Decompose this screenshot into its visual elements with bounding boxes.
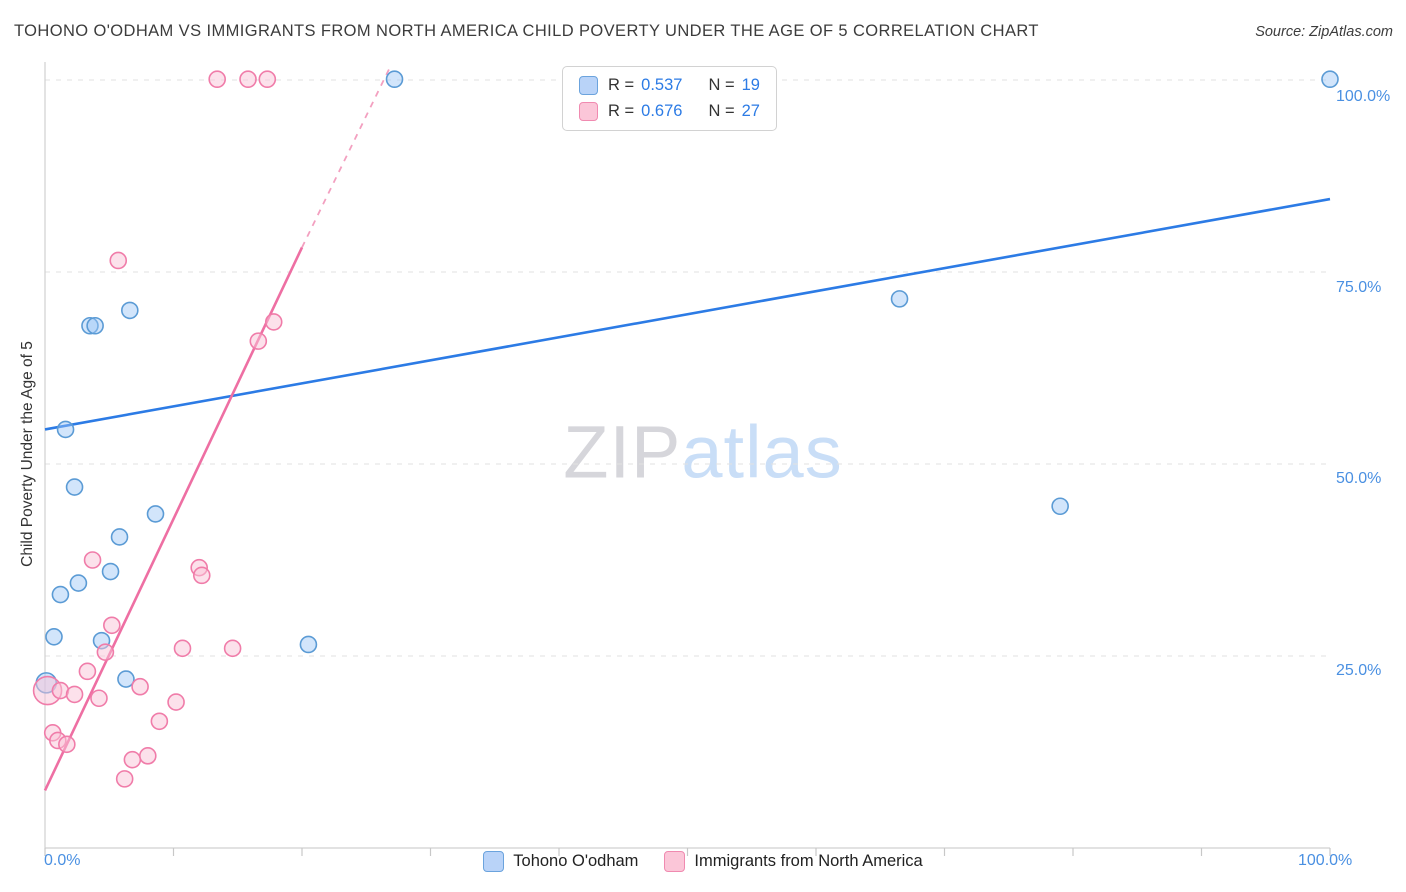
data-point-immigrants[interactable] [139,747,157,765]
y-tick-100: 100.0% [1336,88,1391,105]
data-point-immigrants[interactable] [131,677,149,696]
n-label-tohono: N = [708,76,735,94]
data-point-immigrants[interactable] [239,70,257,89]
legend-row-immigrants: R = 0.676 N = 27 [579,102,760,121]
y-tick-75: 75.0% [1336,279,1382,296]
data-point-immigrants[interactable] [150,712,169,731]
zipatlas-watermark: ZIPatlas [563,410,842,495]
legend-item-tohono: Tohono O'odham [483,851,638,872]
data-point-tohono[interactable] [890,290,909,308]
chart-title: TOHONO O'ODHAM VS IMMIGRANTS FROM NORTH … [14,22,1039,40]
data-point-immigrants[interactable] [103,616,121,635]
data-point-tohono[interactable] [121,301,139,320]
data-point-immigrants[interactable] [249,332,268,350]
data-point-immigrants[interactable] [109,251,128,270]
data-point-immigrants[interactable] [78,662,97,681]
r-label-immigrants: R = [608,102,635,120]
data-point-immigrants[interactable] [258,70,277,89]
series-label-immigrants: Immigrants from North America [694,852,923,870]
data-point-immigrants[interactable] [264,313,283,331]
data-point-tohono[interactable] [81,316,99,335]
data-point-tohono[interactable] [45,627,63,646]
data-point-tohono[interactable] [1321,70,1339,89]
legend-row-tohono: R = 0.537 N = 19 [579,76,760,95]
data-point-tohono[interactable] [65,478,84,496]
series-swatch-blue [483,851,505,872]
data-point-tohono[interactable] [101,562,120,581]
data-point-tohono[interactable] [69,574,88,592]
x-tick-min: 0.0% [44,852,81,869]
legend-swatch-pink [579,102,598,121]
data-point-immigrants[interactable] [208,70,226,89]
data-point-tohono[interactable] [86,316,104,335]
y-tick-50: 50.0% [1336,470,1382,487]
y-tick-25: 25.0% [1336,662,1382,679]
data-point-immigrants[interactable] [173,639,192,658]
data-point-immigrants[interactable] [123,750,142,769]
correlation-legend: R = 0.537 N = 19 R = 0.676 N = 27 [562,66,777,131]
data-point-immigrants[interactable] [65,685,84,704]
trend-line-dashed [301,68,391,248]
data-point-immigrants[interactable] [192,566,211,585]
data-point-tohono[interactable] [385,70,404,89]
n-label-immigrants: N = [708,102,735,120]
source-attribution: Source: ZipAtlas.com [1255,24,1393,40]
watermark-zip: ZIP [563,410,682,494]
series-label-tohono: Tohono O'odham [513,852,639,870]
series-legend: Tohono O'odham Immigrants from North Ame… [0,851,1406,872]
data-point-tohono[interactable] [117,670,135,688]
data-point-immigrants[interactable] [115,770,134,788]
r-label-tohono: R = [608,76,635,94]
r-value-immigrants: 0.676 [641,102,683,120]
data-point-tohono[interactable] [1051,497,1069,516]
trend-line-solid [44,197,1331,431]
data-point-immigrants[interactable] [223,639,242,658]
data-point-immigrants[interactable] [96,643,115,661]
r-value-tohono: 0.537 [641,76,683,94]
legend-swatch-blue [579,76,598,95]
n-value-immigrants: 27 [741,102,760,120]
data-point-tohono[interactable] [110,528,129,546]
n-value-tohono: 19 [741,76,760,94]
y-axis-label: Child Poverty Under the Age of 5 [19,341,36,567]
data-point-immigrants[interactable] [58,735,76,754]
data-point-tohono[interactable] [51,585,70,604]
watermark-atlas: atlas [681,410,843,494]
x-tick-max: 100.0% [1298,852,1353,869]
data-point-immigrants[interactable] [83,551,102,569]
data-point-tohono[interactable] [299,635,318,654]
legend-item-immigrants: Immigrants from North America [664,851,923,872]
data-point-immigrants[interactable] [167,693,185,711]
data-point-tohono[interactable] [146,505,165,523]
data-point-immigrants[interactable] [90,689,108,708]
data-point-tohono[interactable] [56,420,75,439]
series-swatch-pink [664,851,686,872]
